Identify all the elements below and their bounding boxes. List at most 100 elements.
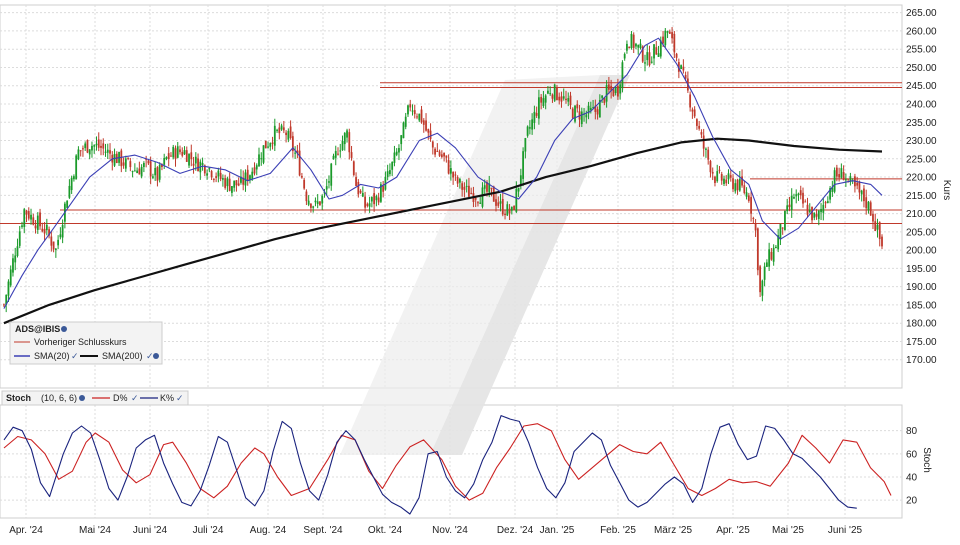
candle-body bbox=[565, 98, 567, 101]
y-tick-label: 245.00 bbox=[906, 81, 937, 92]
stoch-tick-label: 60 bbox=[906, 449, 918, 460]
candle-body bbox=[54, 248, 57, 250]
candle-body bbox=[684, 74, 687, 79]
candle-body bbox=[738, 178, 741, 191]
candle-body bbox=[50, 236, 53, 246]
candle-body bbox=[637, 44, 640, 48]
stoch-d-line bbox=[3, 423, 892, 501]
candle-body bbox=[784, 210, 786, 231]
candle-body bbox=[711, 171, 714, 174]
candle-body bbox=[644, 62, 646, 64]
candle-body bbox=[66, 200, 69, 208]
candle-body bbox=[142, 163, 145, 168]
candle-body bbox=[294, 152, 297, 154]
candle-body bbox=[434, 148, 436, 155]
y-tick-label: 205.00 bbox=[906, 227, 937, 238]
candle-body bbox=[657, 53, 660, 57]
candle-body bbox=[779, 223, 782, 240]
candle-body bbox=[763, 266, 766, 280]
candle-body bbox=[269, 143, 272, 147]
candle-body bbox=[479, 202, 482, 204]
candle-body bbox=[400, 135, 403, 145]
candle-body bbox=[233, 180, 236, 188]
check-icon: ✓ bbox=[71, 351, 79, 361]
candle-body bbox=[298, 150, 301, 176]
candle-body bbox=[413, 110, 416, 115]
candle-body bbox=[732, 178, 734, 190]
candle-body bbox=[770, 251, 773, 260]
candle-body bbox=[490, 187, 493, 189]
candle-body bbox=[258, 154, 260, 167]
candle-body bbox=[872, 214, 874, 222]
candle-body bbox=[332, 155, 335, 160]
candle-body bbox=[21, 225, 23, 227]
candle-body bbox=[826, 201, 829, 204]
candle-body bbox=[165, 156, 168, 160]
candle-body bbox=[237, 183, 240, 186]
candle-body bbox=[321, 195, 324, 204]
candle-body bbox=[639, 43, 642, 49]
candle-body bbox=[772, 247, 775, 262]
candle-body bbox=[664, 30, 667, 46]
candle-body bbox=[790, 195, 793, 211]
candle-body bbox=[680, 65, 683, 69]
y-tick-label: 210.00 bbox=[906, 209, 937, 220]
candle-body bbox=[52, 241, 55, 250]
candle-body bbox=[226, 178, 229, 187]
candle-body bbox=[702, 135, 705, 149]
candle-body bbox=[569, 95, 572, 106]
candle-body bbox=[585, 114, 588, 118]
candle-body bbox=[607, 84, 610, 90]
candle-body bbox=[402, 122, 405, 139]
x-tick-label: Nov. '24 bbox=[432, 525, 468, 536]
candle-body bbox=[68, 185, 71, 198]
candle-body bbox=[765, 262, 768, 267]
x-tick-label: Mai '24 bbox=[79, 525, 111, 536]
candle-body bbox=[289, 126, 292, 139]
candle-body bbox=[508, 208, 511, 214]
candle-body bbox=[745, 192, 748, 197]
legend-sma200: SMA(200) bbox=[102, 351, 143, 361]
candle-body bbox=[691, 109, 694, 112]
candle-body bbox=[865, 197, 868, 209]
candle-body bbox=[84, 143, 87, 149]
candle-body bbox=[339, 150, 342, 152]
candle-body bbox=[533, 111, 536, 123]
candle-body bbox=[131, 171, 134, 173]
x-tick-label: Apr. '25 bbox=[716, 525, 750, 536]
y-tick-label: 170.00 bbox=[906, 355, 937, 366]
candle-body bbox=[461, 183, 464, 190]
stoch-tick-label: 20 bbox=[906, 496, 918, 507]
x-tick-label: Sept. '24 bbox=[303, 525, 343, 536]
candle-body bbox=[393, 152, 396, 163]
candle-body bbox=[842, 172, 845, 181]
candle-body bbox=[422, 120, 425, 125]
candle-body bbox=[305, 191, 308, 202]
candle-body bbox=[179, 149, 181, 153]
candle-body bbox=[675, 53, 678, 58]
candle-body bbox=[176, 146, 179, 158]
x-tick-label: Juli '24 bbox=[193, 525, 224, 536]
candle-body bbox=[328, 181, 330, 183]
stoch-legend-k: K% bbox=[160, 393, 174, 403]
candle-body bbox=[856, 182, 859, 186]
candle-body bbox=[700, 132, 703, 135]
candle-body bbox=[781, 227, 784, 229]
y-tick-label: 215.00 bbox=[906, 191, 937, 202]
candle-body bbox=[824, 202, 827, 204]
candle-body bbox=[181, 151, 184, 156]
candle-body bbox=[260, 158, 263, 160]
candle-body bbox=[310, 203, 312, 208]
candle-body bbox=[73, 176, 75, 180]
candle-body bbox=[228, 178, 231, 191]
candle-body bbox=[25, 210, 28, 215]
candle-body bbox=[215, 176, 218, 178]
candle-body bbox=[815, 214, 818, 217]
candle-body bbox=[605, 85, 608, 102]
candle-body bbox=[382, 186, 385, 192]
candle-body bbox=[109, 150, 111, 154]
candle-body bbox=[562, 96, 565, 99]
stoch-title: Stoch bbox=[6, 393, 31, 403]
candle-body bbox=[330, 163, 333, 186]
y-tick-label: 230.00 bbox=[906, 136, 937, 147]
